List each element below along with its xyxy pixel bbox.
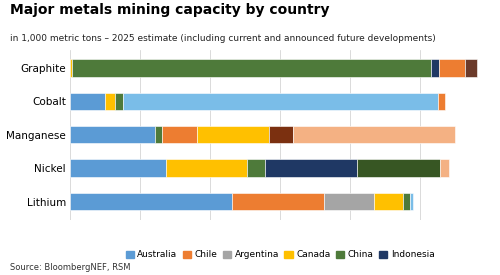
Bar [70, 93, 105, 110]
Text: Major metals mining capacity by country: Major metals mining capacity by country [10, 3, 330, 17]
Bar [70, 59, 72, 76]
Bar [402, 193, 410, 210]
Bar [247, 160, 264, 177]
Bar [70, 160, 166, 177]
Bar [162, 126, 197, 144]
Bar [70, 193, 232, 210]
Bar [439, 59, 465, 76]
Bar [105, 93, 115, 110]
Bar [197, 126, 269, 144]
Bar [72, 59, 431, 76]
Bar [324, 193, 374, 210]
Bar [410, 193, 412, 210]
Text: in 1,000 metric tons – 2025 estimate (including current and announced future dev: in 1,000 metric tons – 2025 estimate (in… [10, 34, 436, 43]
Bar [264, 160, 356, 177]
Bar [114, 93, 122, 110]
Bar [440, 160, 450, 177]
Bar [166, 160, 247, 177]
Bar [156, 126, 162, 144]
Bar [293, 126, 455, 144]
Bar [465, 59, 477, 76]
Bar [232, 193, 324, 210]
Bar [356, 160, 440, 177]
Bar [374, 193, 402, 210]
Text: Source: BloombergNEF, RSM: Source: BloombergNEF, RSM [10, 263, 130, 272]
Bar [431, 59, 439, 76]
Bar [122, 93, 438, 110]
Bar [70, 126, 156, 144]
Bar [269, 126, 293, 144]
Legend: Australia, Chile, Argentina, Canada, China, Indonesia: Australia, Chile, Argentina, Canada, Chi… [122, 247, 438, 263]
Bar [438, 93, 446, 110]
